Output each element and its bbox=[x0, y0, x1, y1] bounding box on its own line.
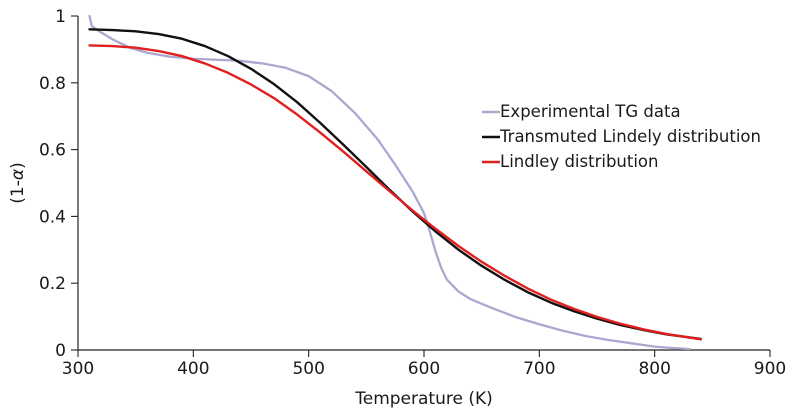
series-lines bbox=[88, 14, 702, 351]
x-ticks: 300 400 500 600 700 800 900 bbox=[62, 350, 786, 379]
y-ticks: 0 0.2 0.4 0.6 0.8 1 bbox=[39, 7, 78, 361]
y-axis-title: (1-α) bbox=[8, 162, 28, 203]
axes bbox=[77, 16, 770, 351]
series-line-2 bbox=[88, 28, 702, 341]
x-tick-label: 700 bbox=[523, 359, 555, 379]
y-tick-label: 0.6 bbox=[39, 141, 66, 161]
y-tick-label: 1 bbox=[55, 7, 66, 27]
y-axis-title-suffix: ) bbox=[8, 162, 28, 169]
legend-label-1: Experimental TG data bbox=[500, 102, 681, 121]
x-tick-label: 800 bbox=[638, 359, 670, 379]
y-tick-label: 0.8 bbox=[39, 74, 66, 94]
y-tick-label: 0.4 bbox=[39, 207, 66, 227]
x-tick-label: 400 bbox=[177, 359, 209, 379]
y-axis-title-prefix: (1- bbox=[8, 180, 28, 204]
x-tick-label: 900 bbox=[754, 359, 786, 379]
y-axis-title-symbol: α bbox=[8, 169, 28, 180]
x-tick-label: 600 bbox=[408, 359, 440, 379]
series-line-1 bbox=[88, 14, 691, 351]
y-tick-label: 0 bbox=[55, 341, 66, 361]
legend-label-3: Lindley distribution bbox=[500, 152, 658, 171]
x-tick-label: 300 bbox=[62, 359, 94, 379]
legend: Experimental TG data Transmuted Lindely d… bbox=[482, 102, 761, 171]
series-line-3 bbox=[88, 44, 702, 341]
legend-label-2: Transmuted Lindely distribution bbox=[499, 127, 761, 146]
x-tick-label: 500 bbox=[292, 359, 324, 379]
y-tick-label: 0.2 bbox=[39, 274, 66, 294]
x-axis-title: Temperature (K) bbox=[354, 389, 493, 409]
